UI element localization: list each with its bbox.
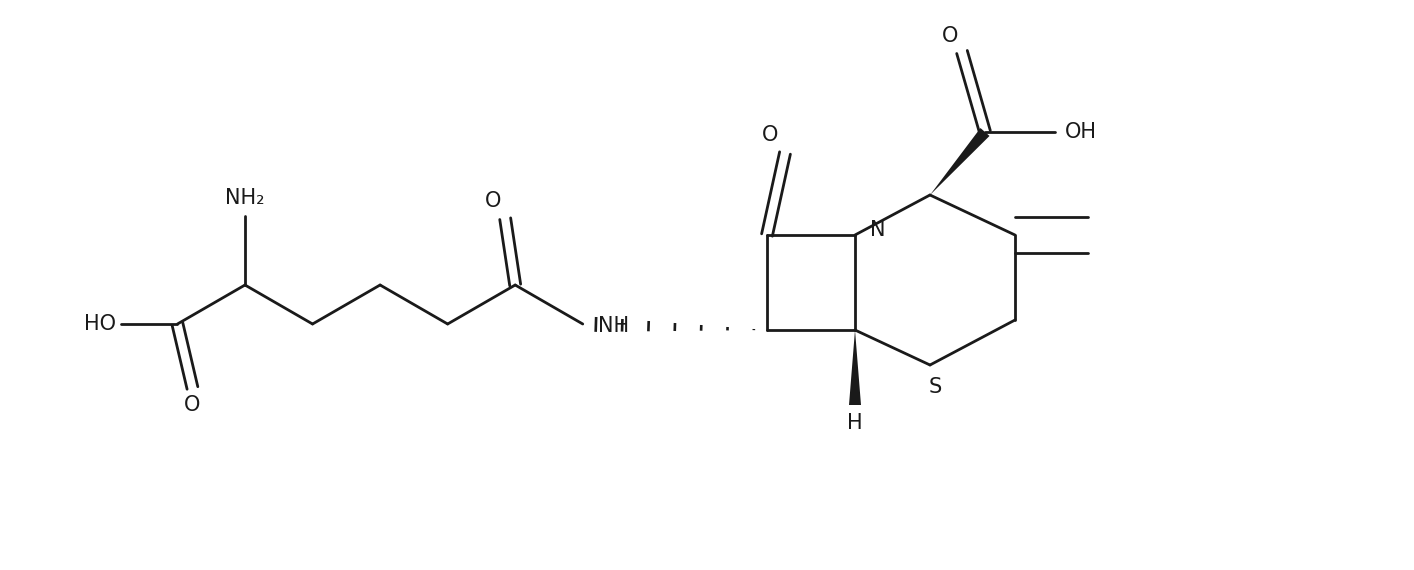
Text: H: H: [847, 413, 863, 433]
Text: OH: OH: [1065, 122, 1097, 142]
Text: O: O: [485, 191, 502, 211]
Text: O: O: [942, 26, 959, 46]
Text: N: N: [870, 220, 885, 240]
Text: O: O: [762, 125, 778, 145]
Polygon shape: [848, 330, 861, 405]
Text: NH₂: NH₂: [225, 188, 264, 209]
Text: S: S: [929, 377, 942, 397]
Text: O: O: [184, 395, 201, 415]
Text: NH: NH: [598, 316, 629, 336]
Polygon shape: [930, 128, 990, 195]
Text: HO: HO: [85, 314, 116, 334]
